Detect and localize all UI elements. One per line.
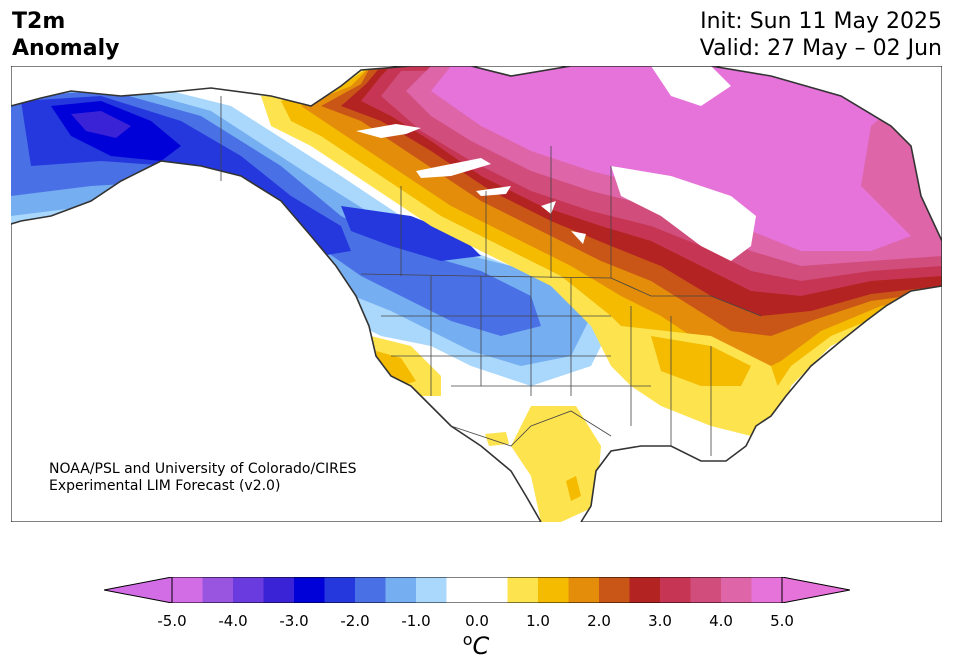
colorbar-tick-label: 1.0 xyxy=(526,612,550,630)
forecast-dates: Init: Sun 11 May 2025 Valid: 27 May – 02… xyxy=(700,8,942,62)
anomaly-map xyxy=(11,66,942,522)
lakes xyxy=(356,66,756,261)
credit-text: NOAA/PSL and University of Colorado/CIRE… xyxy=(49,461,357,495)
colorbar-swatch xyxy=(324,577,356,603)
credit-line-2: Experimental LIM Forecast (v2.0) xyxy=(49,478,281,494)
valid-date: Valid: 27 May – 02 Jun xyxy=(699,36,942,61)
colorbar-swatch xyxy=(416,577,447,603)
colorbar-tick-label: 0.0 xyxy=(465,612,489,630)
colorbar-unit: oC xyxy=(463,630,490,660)
map-title: T2m Anomaly xyxy=(12,8,119,62)
colorbar-swatch xyxy=(690,577,722,603)
title-variable: T2m xyxy=(12,9,66,34)
colorbar-tick-label: -4.0 xyxy=(218,612,248,630)
colorbar-tick-label: -1.0 xyxy=(401,612,431,630)
coastline xyxy=(11,66,942,522)
colorbar-tick-label: -5.0 xyxy=(157,612,187,630)
colorbar-swatch xyxy=(568,577,600,603)
colorbar-swatch xyxy=(294,577,325,603)
colorbar-tick-label: 4.0 xyxy=(709,612,733,630)
colorbar-swatch xyxy=(202,577,234,603)
colorbar-swatch xyxy=(477,577,508,603)
political-borders xyxy=(220,96,762,456)
colorbar-tick-label: 3.0 xyxy=(648,612,672,630)
colorbar-swatch xyxy=(629,577,661,603)
colorbar-tick-label: -2.0 xyxy=(340,612,370,630)
colorbar-tick-label: -3.0 xyxy=(279,612,309,630)
colorbar-swatch xyxy=(172,577,203,603)
unit-superscript: o xyxy=(462,630,473,649)
colorbar-swatch xyxy=(751,577,783,603)
colorbar-swatch xyxy=(507,577,539,603)
credit-line-1: NOAA/PSL and University of Colorado/CIRE… xyxy=(49,461,357,477)
anomaly-fill xyxy=(11,66,942,522)
title-type: Anomaly xyxy=(12,36,120,61)
colorbar-swatch xyxy=(385,577,417,603)
colorbar-swatch xyxy=(660,577,691,603)
colorbar-tick-label: 5.0 xyxy=(770,612,794,630)
unit-letter: C xyxy=(472,632,490,660)
colorbar-swatch xyxy=(263,577,295,603)
colorbar xyxy=(104,577,850,603)
colorbar-frame xyxy=(171,577,783,603)
colorbar-max-extend xyxy=(781,577,850,603)
colorbar-swatch xyxy=(721,577,752,603)
colorbar-tick-label: 2.0 xyxy=(587,612,611,630)
colorbar-ticks: -5.0 -4.0 -3.0 -2.0 -1.0 0.0 1.0 2.0 3.0 4.0 5.0 xyxy=(0,612,954,632)
colorbar-swatch xyxy=(233,577,264,603)
colorbar-swatch xyxy=(599,577,630,603)
colorbar-min-extend xyxy=(104,577,173,603)
colorbar-swatch xyxy=(538,577,569,603)
init-date: Init: Sun 11 May 2025 xyxy=(700,9,942,34)
colorbar-swatch xyxy=(355,577,386,603)
colorbar-swatch xyxy=(446,577,478,603)
